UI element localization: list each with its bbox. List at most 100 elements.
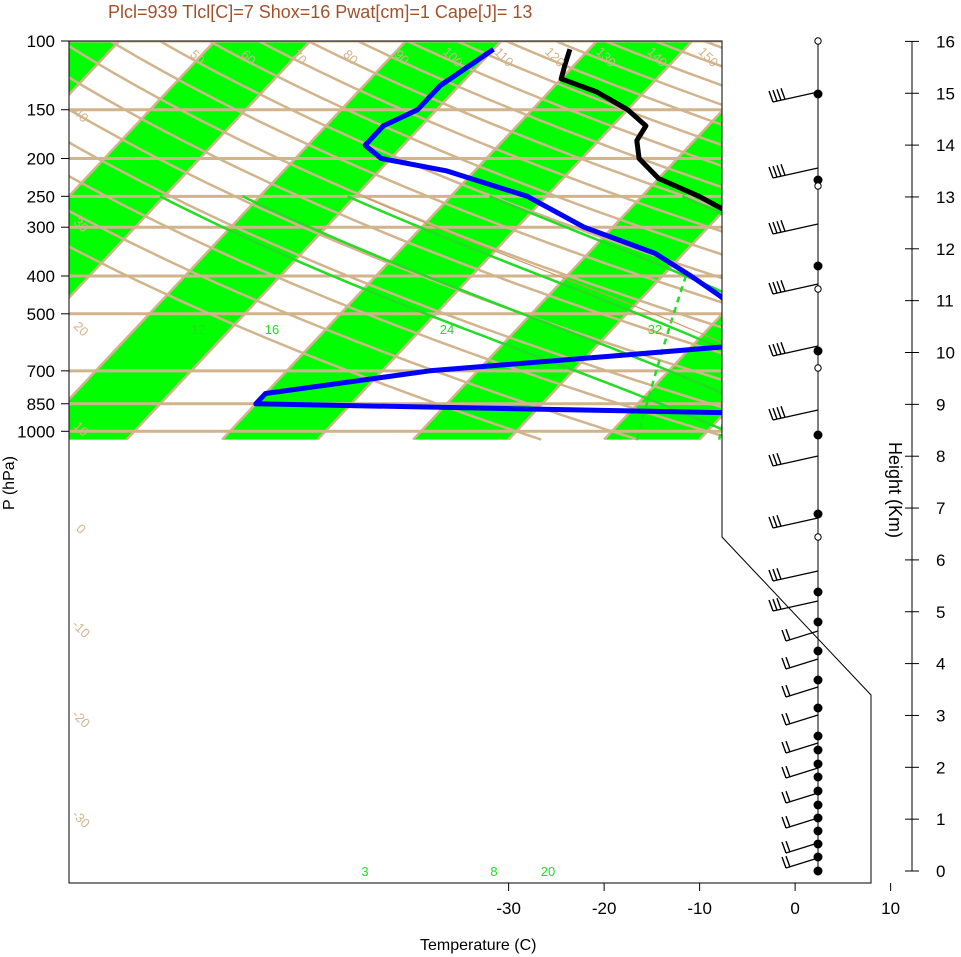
wind-level-marker [813, 509, 823, 519]
wind-level-marker [814, 37, 822, 45]
height-tick-label: 10 [936, 344, 955, 363]
isotherm-bands [69, 41, 871, 440]
wind-barb-flag [772, 165, 778, 178]
wind-barb [785, 658, 819, 670]
dry-adiabat [703, 41, 871, 441]
p-tick-label: 100 [27, 32, 55, 51]
height-tick-label: 3 [936, 706, 945, 725]
pressure-axis: 100 150 200 250 300 400 500 700 850 1000 [17, 32, 69, 441]
wind-barb-flag [772, 598, 778, 611]
wind-barb-flag [785, 712, 791, 725]
isotherm-line [221, 41, 598, 441]
wind-level-marker [813, 430, 823, 440]
dry-adiabat [752, 41, 871, 441]
dry-adiabat [69, 41, 542, 441]
wind-barb-flag [785, 855, 791, 868]
isotherm-line [698, 41, 871, 441]
wind-barb-flag [780, 406, 786, 418]
isotherm-line [69, 41, 216, 441]
wind-level-marker [813, 759, 823, 769]
temperature-axis: -30-20-10010203040 [496, 883, 900, 918]
wind-barb-flag [785, 684, 791, 697]
x-tick-label: 0 [790, 899, 799, 918]
wind-barb-flag [768, 166, 774, 179]
wind-barb-flag [785, 815, 791, 828]
wind-barb [785, 857, 819, 869]
wind-level-marker [813, 617, 823, 627]
height-tick-label: 5 [936, 603, 945, 622]
height-tick-label: 0 [936, 862, 945, 881]
mixing-ratio-label: 32 [648, 322, 662, 337]
wind-barb-flag [768, 454, 774, 467]
height-tick-label: 7 [936, 499, 945, 518]
height-tick-label: 6 [936, 551, 945, 570]
mixing-ratio-label: 20 [541, 864, 555, 879]
dry-adiabat [258, 41, 871, 441]
height-tick-label: 1 [936, 810, 945, 829]
wind-level-marker [813, 261, 823, 271]
height-tick-label: 16 [936, 32, 955, 51]
p-tick-label: 400 [27, 267, 55, 286]
wind-barb-flag [768, 282, 774, 295]
x-tick-label: -10 [687, 899, 712, 918]
wind-barb-flag [776, 88, 782, 101]
wind-level-marker [813, 675, 823, 685]
wind-barb-flag [780, 88, 786, 100]
isotherm-label: 20 [71, 318, 92, 339]
wind-barb-flag [776, 220, 782, 233]
isotherm-label: -10 [69, 617, 93, 641]
wind-barb-flag [772, 281, 778, 294]
isotherm-label: 0 [720, 455, 741, 476]
height-tick-label: 4 [936, 655, 945, 674]
wind-barb-flag [780, 164, 786, 176]
wind-barb-flag [772, 407, 778, 420]
wind-barb-flag [781, 685, 787, 698]
moist-adiabat [681, 195, 871, 433]
height-axis-label: Height (Km) [885, 442, 905, 538]
height-tick-label: 8 [936, 447, 945, 466]
height-tick-label: 2 [936, 758, 945, 777]
wind-barb-flag [772, 89, 778, 102]
wind-barb-flag [772, 343, 778, 356]
x-tick-label: 10 [881, 899, 900, 918]
mixing-ratio-label: 24 [440, 322, 454, 337]
wind-barb-flag [772, 515, 778, 528]
wind-barb-flag [776, 406, 782, 419]
isotherm-band [222, 41, 693, 440]
wind-level-marker [813, 866, 823, 876]
wind-barb-flag [785, 790, 791, 803]
wind-barb-flag [768, 599, 774, 612]
wind-barb-flag [781, 657, 787, 670]
wind-barb-flag [776, 280, 782, 293]
wind-level-marker [813, 731, 823, 741]
wind-barb-flag [772, 568, 778, 581]
p-tick-label: 700 [27, 362, 55, 381]
wind-barb [785, 742, 819, 754]
wind-level-marker [813, 587, 823, 597]
plot-frame [68, 40, 872, 884]
wind-barb-flag [776, 164, 782, 177]
wind-barb-flag [768, 408, 774, 421]
isotherm-label: 20 [722, 232, 750, 260]
p-tick-label: 850 [27, 395, 55, 414]
p-tick-label: 300 [27, 218, 55, 237]
wind-barb-flag [781, 816, 787, 829]
wind-barb-flag [781, 791, 787, 804]
isotherm-label: -30 [69, 807, 93, 831]
height-tick-label: 12 [936, 240, 955, 259]
wind-barb-flag [781, 629, 787, 642]
p-tick-label: 150 [27, 101, 55, 120]
wind-barb-flag [776, 342, 782, 355]
wind-barb-flag [768, 516, 774, 529]
mixing-ratio-line [717, 275, 762, 440]
wind-level-marker [813, 646, 823, 656]
wind-level-marker [814, 364, 822, 372]
wind-barb [785, 686, 819, 698]
wind-barb-flag [768, 222, 774, 235]
isotherm-line [0, 41, 24, 440]
wind-barb-flag [776, 514, 782, 527]
mixing-ratio-label: 3 [361, 864, 368, 879]
wind-barb [785, 792, 819, 804]
wind-barb [785, 630, 819, 642]
